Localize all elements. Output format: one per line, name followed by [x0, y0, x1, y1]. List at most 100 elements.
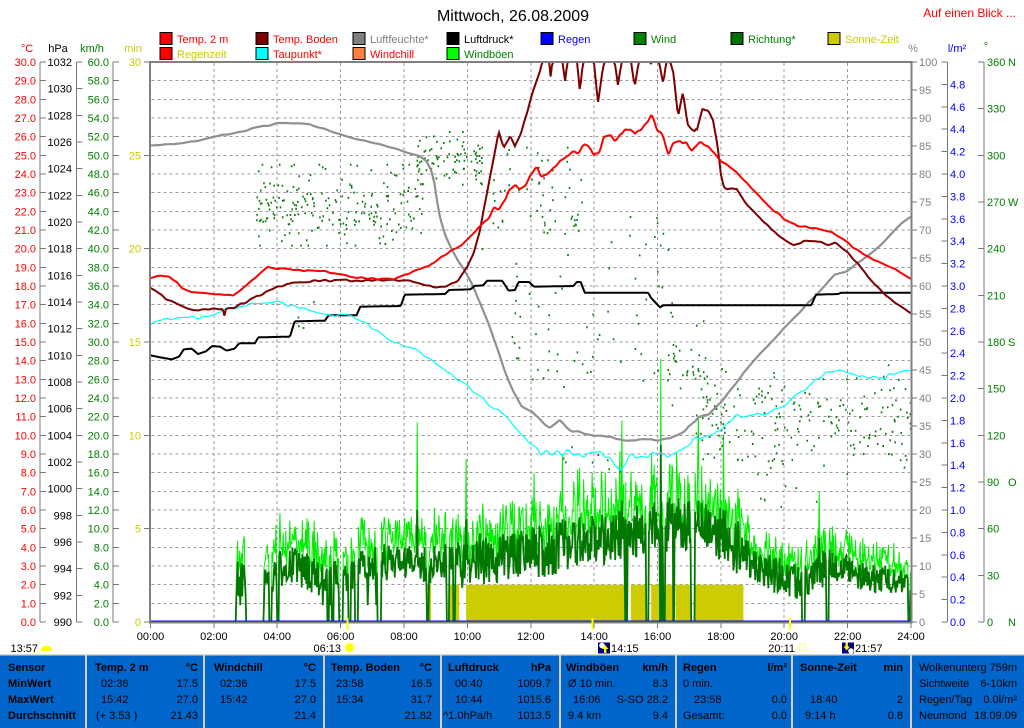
svg-text:20:00: 20:00: [770, 631, 798, 643]
svg-text:8.0: 8.0: [94, 542, 109, 554]
svg-text:54.0: 54.0: [88, 113, 109, 125]
svg-text:1.4: 1.4: [950, 460, 965, 472]
svg-text:15:34: 15:34: [336, 694, 364, 706]
svg-text:0: 0: [135, 617, 141, 629]
svg-text:60: 60: [919, 281, 931, 293]
svg-text:Gesamt:: Gesamt:: [683, 710, 725, 722]
svg-text:55: 55: [919, 309, 931, 321]
svg-text:30: 30: [129, 57, 141, 69]
svg-text:2.6: 2.6: [950, 326, 965, 338]
svg-text:52.0: 52.0: [88, 132, 109, 144]
svg-text:14:15: 14:15: [611, 643, 639, 655]
svg-text:l/m²: l/m²: [948, 43, 967, 55]
svg-text:20:11: 20:11: [768, 643, 795, 655]
svg-text:32.0: 32.0: [88, 318, 109, 330]
svg-text:16:06: 16:06: [573, 694, 601, 706]
svg-text:90: 90: [919, 113, 931, 125]
svg-text:1008: 1008: [48, 377, 72, 389]
svg-text:4.0: 4.0: [950, 169, 965, 181]
svg-text:Regen/Tag: Regen/Tag: [919, 694, 972, 706]
svg-text:9.4: 9.4: [653, 710, 668, 722]
svg-text:1030: 1030: [48, 84, 72, 96]
svg-text:1024: 1024: [48, 164, 72, 176]
svg-text:29.0: 29.0: [15, 76, 36, 88]
svg-text:9.4 km: 9.4 km: [568, 710, 601, 722]
svg-text:3.8: 3.8: [950, 191, 965, 203]
svg-text:9:14 h: 9:14 h: [805, 710, 836, 722]
svg-text:20.0: 20.0: [88, 430, 109, 442]
svg-text:3.0: 3.0: [21, 561, 36, 573]
svg-text:75: 75: [919, 197, 931, 209]
svg-text:12.0: 12.0: [88, 505, 109, 517]
svg-text:48.0: 48.0: [88, 169, 109, 181]
svg-text:Windböen: Windböen: [566, 662, 619, 674]
svg-text:6-10km: 6-10km: [980, 678, 1017, 690]
svg-text:240: 240: [987, 244, 1005, 256]
svg-text:%: %: [908, 43, 918, 55]
svg-text:1026: 1026: [48, 137, 72, 149]
svg-text:8.3: 8.3: [653, 678, 668, 690]
svg-text:6.0: 6.0: [94, 561, 109, 573]
svg-text:7.0: 7.0: [21, 486, 36, 498]
svg-text:Wolkenunterg: Wolkenunterg: [919, 662, 987, 674]
svg-text:1014: 1014: [48, 297, 72, 309]
svg-text:19.0: 19.0: [15, 262, 36, 274]
svg-text:100: 100: [919, 57, 937, 69]
svg-text:O: O: [1008, 477, 1017, 489]
svg-text:S-SO 28.2: S-SO 28.2: [617, 694, 668, 706]
svg-text:20.0: 20.0: [15, 244, 36, 256]
svg-text:Ø 10 min.: Ø 10 min.: [568, 678, 616, 690]
svg-text:Regen: Regen: [558, 34, 590, 46]
svg-text:18.0: 18.0: [15, 281, 36, 293]
svg-text:1002: 1002: [48, 457, 72, 469]
svg-text:95: 95: [919, 85, 931, 97]
svg-text:1013.5: 1013.5: [517, 710, 551, 722]
svg-text:2: 2: [897, 694, 903, 706]
svg-text:00:40: 00:40: [455, 678, 483, 690]
svg-text:16:00: 16:00: [644, 631, 672, 643]
svg-text:°C: °C: [420, 662, 432, 674]
svg-text:Temp. Boden: Temp. Boden: [331, 662, 400, 674]
svg-text:992: 992: [54, 590, 72, 602]
svg-text:00:00: 00:00: [137, 631, 165, 643]
svg-text:270: 270: [987, 197, 1005, 209]
svg-text:36.0: 36.0: [88, 281, 109, 293]
svg-text:25: 25: [129, 150, 141, 162]
svg-text:Temp. Boden: Temp. Boden: [273, 34, 338, 46]
svg-text:Mittwoch, 26.08.2009: Mittwoch, 26.08.2009: [437, 8, 589, 25]
svg-text:10:44: 10:44: [455, 694, 483, 706]
svg-text:Regen: Regen: [683, 662, 717, 674]
svg-text:3.0: 3.0: [950, 281, 965, 293]
svg-text:0.0: 0.0: [94, 617, 109, 629]
svg-text:23:58: 23:58: [694, 694, 722, 706]
svg-text:16.5: 16.5: [411, 678, 432, 690]
svg-text:300: 300: [987, 150, 1005, 162]
svg-text:15.0: 15.0: [15, 337, 36, 349]
svg-text:20: 20: [919, 505, 931, 517]
svg-text:2.0: 2.0: [21, 580, 36, 592]
svg-text:21.43: 21.43: [170, 710, 198, 722]
svg-text:17.0: 17.0: [15, 300, 36, 312]
svg-text:06:00: 06:00: [327, 631, 355, 643]
svg-text:0: 0: [987, 617, 993, 629]
svg-text:46.0: 46.0: [88, 188, 109, 200]
svg-text:50: 50: [919, 337, 931, 349]
svg-text:S: S: [1008, 337, 1015, 349]
svg-text:15:42: 15:42: [220, 694, 248, 706]
svg-text:Luftfeuchte*: Luftfeuchte*: [370, 34, 429, 46]
svg-text:0.0: 0.0: [772, 694, 787, 706]
svg-text:Luftdruck: Luftdruck: [448, 662, 500, 674]
svg-text:Temp. 2 m: Temp. 2 m: [177, 34, 228, 46]
svg-text:Wind: Wind: [651, 34, 676, 46]
svg-text:06:13: 06:13: [313, 643, 341, 655]
svg-text:30.0: 30.0: [15, 57, 36, 69]
svg-text:27.0: 27.0: [177, 694, 198, 706]
svg-text:1009.7: 1009.7: [517, 678, 551, 690]
svg-text:1006: 1006: [48, 404, 72, 416]
svg-text:km/h: km/h: [80, 43, 104, 55]
svg-text:02:00: 02:00: [200, 631, 228, 643]
svg-text:44.0: 44.0: [88, 206, 109, 218]
svg-text:27.0: 27.0: [15, 113, 36, 125]
svg-text:759m: 759m: [989, 662, 1017, 674]
svg-text:17.5: 17.5: [177, 678, 198, 690]
